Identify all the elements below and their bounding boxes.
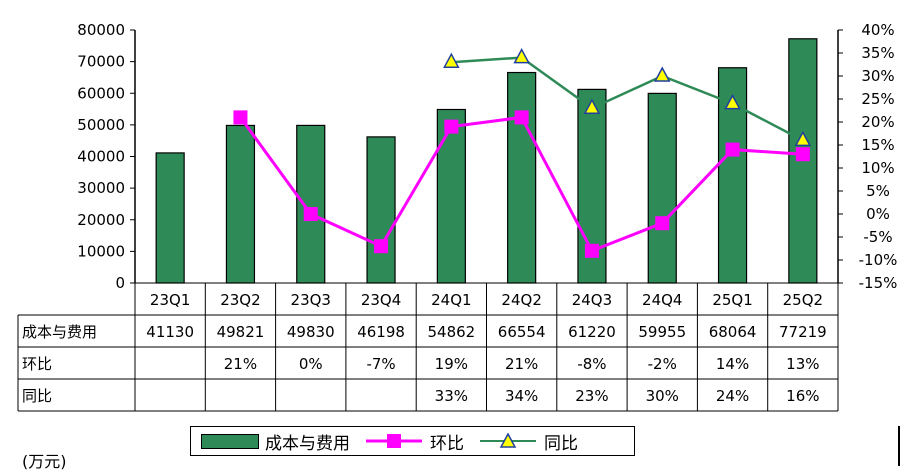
right-tick-label: -15%	[859, 274, 898, 292]
category-label: 24Q3	[572, 291, 612, 309]
bar	[507, 71, 537, 284]
table-cell: 30%	[646, 387, 679, 405]
row-label: 环比	[22, 355, 52, 373]
point	[724, 94, 741, 110]
right-tick-label: 10%	[861, 159, 894, 177]
table-cell: 24%	[716, 387, 749, 405]
left-tick-label: 50000	[77, 116, 125, 134]
table-cell: 34%	[505, 387, 538, 405]
table-cell: 49821	[217, 323, 265, 341]
point	[794, 130, 812, 147]
table-cell: 23%	[575, 387, 608, 405]
bar	[225, 124, 256, 284]
category-label: 25Q1	[712, 291, 752, 309]
point	[443, 52, 460, 68]
table-cell: 54862	[427, 323, 475, 341]
left-tick-label: 10000	[77, 242, 125, 260]
right-tick-label: -10%	[859, 251, 898, 269]
triangle-line-icon	[480, 433, 536, 448]
point	[444, 119, 459, 134]
right-tick-label: 0%	[866, 205, 890, 223]
category-label: 24Q1	[431, 291, 471, 309]
category-label: 23Q2	[220, 291, 260, 309]
bar-swatch-icon	[201, 433, 259, 449]
left-tick-label: 0	[115, 274, 125, 292]
point	[303, 207, 318, 221]
table-cell: 33%	[435, 387, 468, 405]
magenta-square-line-icon	[366, 434, 422, 448]
table-cell: 0%	[299, 355, 323, 373]
left-tick-label: 30000	[77, 179, 125, 197]
legend: 成本与费用 环比 同比	[190, 426, 635, 456]
series-line	[451, 56, 804, 142]
right-tick-label: -5%	[863, 228, 892, 246]
point	[374, 239, 389, 254]
legend-label-cost: 成本与费用	[265, 433, 350, 454]
bar	[296, 124, 326, 284]
unit-label: (万元)	[22, 452, 67, 471]
left-tick-label: 70000	[77, 53, 125, 71]
point	[795, 147, 810, 162]
table-cell: 21%	[224, 355, 257, 373]
left-tick-label: 40000	[77, 148, 125, 166]
left-tick-label: 60000	[77, 84, 125, 102]
right-tick-label: 35%	[861, 44, 894, 62]
table-cell: -2%	[648, 355, 677, 373]
left-tick-label: 80000	[77, 21, 125, 39]
right-tick-label: 40%	[861, 21, 894, 39]
bar	[155, 152, 185, 284]
table-cell: -8%	[577, 355, 606, 373]
table-cell: 14%	[716, 355, 749, 373]
row-label: 成本与费用	[22, 323, 97, 341]
bar	[436, 108, 466, 284]
category-label: 23Q1	[150, 291, 190, 309]
legend-item-yoy: 同比	[478, 429, 578, 454]
edge-divider	[898, 426, 900, 466]
category-label: 23Q3	[291, 291, 331, 309]
point	[584, 243, 599, 258]
table-cell: 61220	[568, 323, 616, 341]
table-cell: 66554	[498, 323, 546, 341]
point	[513, 48, 530, 64]
row-label: 同比	[22, 387, 52, 405]
right-tick-label: 5%	[866, 182, 890, 200]
left-tick-label: 20000	[77, 211, 125, 229]
bar	[366, 136, 396, 284]
right-tick-label: 15%	[861, 136, 894, 154]
legend-label-qoq: 环比	[430, 433, 464, 454]
table-cell: 21%	[505, 355, 538, 373]
category-label: 25Q2	[783, 291, 823, 309]
table-cell: 16%	[786, 387, 819, 405]
right-tick-label: 20%	[861, 113, 894, 131]
point	[514, 110, 529, 125]
point	[233, 110, 248, 125]
legend-item-bar: 成本与费用	[201, 429, 350, 454]
point	[655, 216, 670, 231]
legend-item-qoq: 环比	[364, 429, 464, 454]
point	[583, 98, 601, 114]
right-tick-label: 25%	[861, 90, 894, 108]
category-label: 24Q4	[642, 291, 682, 309]
table-cell: 41130	[146, 323, 194, 341]
table-cell: 77219	[779, 323, 827, 341]
legend-label-yoy: 同比	[544, 433, 578, 454]
category-label: 24Q2	[501, 291, 541, 309]
bar	[647, 92, 677, 284]
table-cell: 59955	[638, 323, 686, 341]
point	[725, 142, 740, 157]
table-cell: 49830	[287, 323, 335, 341]
table-cell: 46198	[357, 323, 405, 341]
right-tick-label: 30%	[861, 67, 894, 85]
category-label: 23Q4	[361, 291, 401, 309]
table-cell: -7%	[366, 355, 395, 373]
point	[653, 66, 671, 82]
table-cell: 13%	[786, 355, 819, 373]
table-cell: 19%	[435, 355, 468, 373]
table-cell: 68064	[709, 323, 757, 341]
